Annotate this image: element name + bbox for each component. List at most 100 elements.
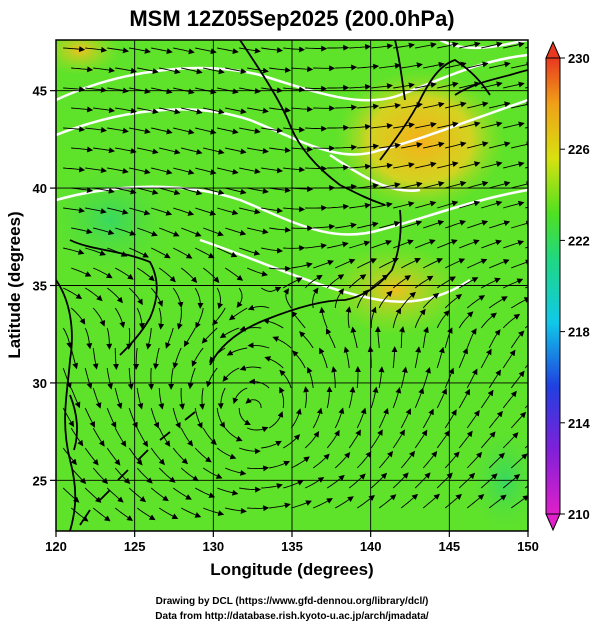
streamline: [247, 465, 270, 472]
streamline: [187, 367, 196, 390]
streamline: [401, 142, 423, 149]
streamline: [312, 287, 319, 309]
streamline: [466, 451, 483, 469]
streamline: [225, 227, 247, 236]
streamline: [225, 107, 247, 115]
streamline: [269, 147, 291, 154]
streamline: [415, 81, 437, 89]
streamline: [106, 327, 113, 350]
streamline: [115, 187, 137, 195]
streamline: [444, 327, 453, 349]
streamline: [181, 187, 203, 196]
streamline: [178, 387, 185, 410]
streamline: [489, 180, 511, 189]
streamline: [378, 450, 393, 469]
streamline: [62, 487, 80, 503]
streamline: [279, 369, 292, 389]
streamline: [488, 494, 507, 509]
streamline: [247, 227, 269, 235]
streamline: [436, 276, 456, 289]
streamline: [458, 430, 473, 449]
colorbar-tick-label: 230: [568, 51, 590, 66]
streamline: [378, 407, 389, 429]
streamline: [85, 167, 107, 174]
streamline: [247, 267, 268, 277]
streamline: [70, 307, 86, 325]
streamline: [335, 64, 358, 71]
streamline: [345, 306, 352, 329]
streamline: [489, 220, 511, 229]
streamline: [304, 431, 320, 449]
streamline: [71, 106, 94, 113]
streamline: [217, 207, 239, 216]
streamline: [371, 83, 393, 90]
warm-patch-corner: [56, 40, 120, 75]
streamline: [313, 259, 334, 269]
streamline: [238, 407, 251, 425]
streamline: [107, 167, 129, 174]
streamline: [370, 429, 383, 449]
streamline: [212, 307, 226, 326]
streamline: [85, 86, 107, 93]
streamline: [379, 102, 401, 109]
streamline: [436, 346, 445, 369]
streamline: [379, 220, 401, 229]
streamline: [334, 288, 345, 309]
streamline: [459, 239, 480, 249]
streamline: [354, 366, 361, 389]
y-tick-label: 30: [33, 376, 47, 391]
streamline: [62, 447, 77, 466]
streamline: [107, 127, 129, 134]
streamline: [348, 473, 366, 489]
streamline: [63, 166, 86, 173]
streamline: [437, 41, 459, 49]
streamline: [334, 452, 351, 469]
streamline: [107, 247, 128, 257]
streamline: [510, 453, 528, 469]
streamline: [260, 286, 282, 293]
streamline: [225, 147, 247, 155]
streamline: [422, 493, 440, 509]
credit-drawing: Drawing by DCL (https://www.gfd-dennou.o…: [156, 596, 429, 607]
streamline: [480, 312, 497, 329]
streamline: [195, 307, 204, 329]
streamline: [136, 427, 149, 448]
streamline: [303, 386, 310, 409]
streamline: [85, 46, 108, 53]
streamline: [181, 67, 203, 75]
streamline: [466, 494, 485, 509]
colorbar-max-triangle: [545, 40, 561, 59]
streamline: [423, 61, 445, 69]
streamline: [92, 427, 105, 447]
streamline: [217, 47, 239, 54]
streamline: [291, 262, 313, 269]
streamline: [510, 330, 525, 349]
streamline: [217, 487, 239, 496]
streamline: [436, 388, 447, 409]
streamline: [180, 467, 199, 482]
streamline: [261, 127, 283, 134]
wind-streamlines: [62, 41, 528, 522]
streamline: [415, 200, 437, 209]
colorbar-tick-label: 226: [568, 142, 590, 157]
streamline: [510, 370, 525, 389]
streamline: [283, 245, 306, 252]
streamline: [159, 227, 180, 237]
streamline: [393, 239, 414, 249]
streamline: [84, 487, 102, 503]
streamline: [269, 226, 292, 233]
streamline: [422, 292, 440, 309]
streamline: [191, 347, 204, 367]
streamline: [305, 243, 327, 250]
streamline: [158, 507, 179, 519]
streamline: [184, 327, 196, 347]
streamline: [63, 207, 85, 214]
streamline: [217, 167, 239, 175]
streamline: [444, 409, 457, 429]
streamline: [70, 467, 87, 485]
streamline: [378, 366, 385, 389]
streamline: [437, 200, 459, 209]
y-axis-ticks: 25 30 35 40 45: [33, 84, 56, 488]
streamline: [489, 101, 511, 109]
colorbar-gradient: [545, 57, 561, 515]
